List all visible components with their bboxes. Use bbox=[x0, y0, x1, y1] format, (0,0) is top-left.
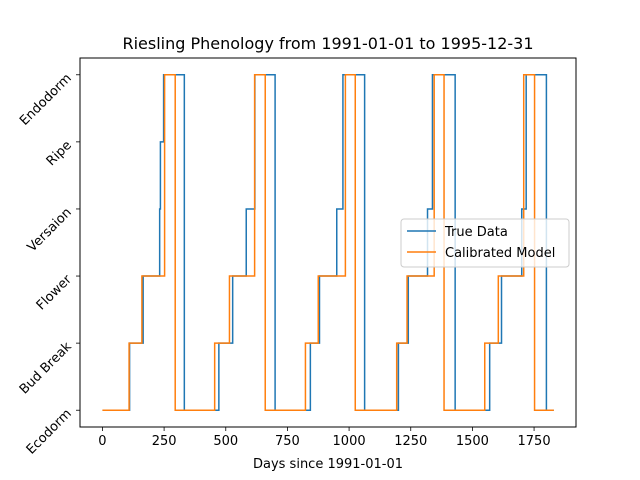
x-tick-label: 1500 bbox=[456, 434, 489, 449]
legend-box bbox=[400, 218, 570, 268]
x-tick-label: 0 bbox=[98, 434, 106, 449]
x-axis-label: Days since 1991-01-01 bbox=[253, 457, 403, 472]
legend-label-calibrated-model: Calibrated Model bbox=[445, 246, 555, 261]
legend-label-true-data: True Data bbox=[444, 225, 508, 240]
plot-frame bbox=[79, 57, 577, 428]
series-line-calibrated-model bbox=[102, 74, 554, 411]
x-axis-ticks: 0 250 500 750 1000 1250 1500 1750 bbox=[98, 427, 551, 449]
x-tick-label: 500 bbox=[213, 434, 238, 449]
x-tick-label: 1250 bbox=[394, 434, 427, 449]
legend: True Data Calibrated Model bbox=[400, 218, 570, 268]
plot-area bbox=[79, 57, 577, 428]
x-tick-label: 1000 bbox=[333, 434, 366, 449]
series-layer bbox=[102, 74, 554, 411]
chart-title: Riesling Phenology from 1991-01-01 to 19… bbox=[122, 34, 533, 53]
x-tick-label: 750 bbox=[275, 434, 300, 449]
x-tick-label: 250 bbox=[152, 434, 177, 449]
x-tick-label: 1750 bbox=[518, 434, 551, 449]
